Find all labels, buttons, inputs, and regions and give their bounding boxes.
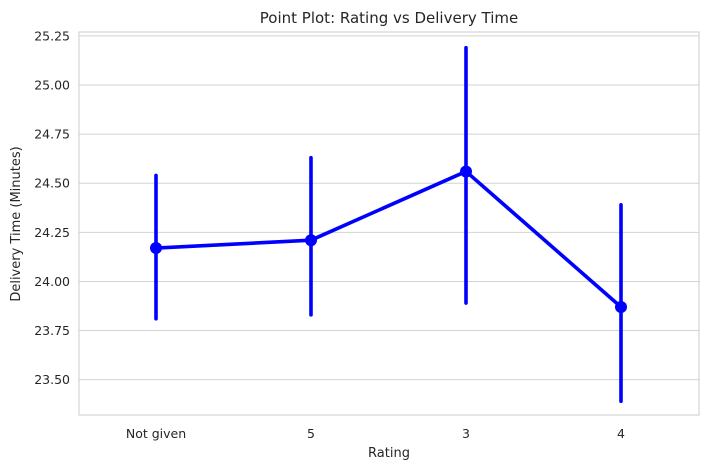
y-tick-label: 24.00 xyxy=(34,274,70,289)
x-axis-title: Rating xyxy=(368,446,410,461)
x-tick-label: 5 xyxy=(307,426,315,441)
data-points xyxy=(150,165,627,313)
y-tick-label: 24.75 xyxy=(34,127,70,142)
x-tick-label: 3 xyxy=(462,426,470,441)
x-tick-label: Not given xyxy=(126,426,186,441)
data-point xyxy=(460,165,472,178)
data-point xyxy=(305,234,317,247)
gridlines xyxy=(79,35,699,381)
x-axis-ticks: Not given 5 3 4 xyxy=(126,426,625,441)
chart-title: Point Plot: Rating vs Delivery Time xyxy=(260,9,518,27)
y-axis-title: Delivery Time (Minutes) xyxy=(9,146,24,301)
y-axis-ticks: 23.50 23.75 24.00 24.25 24.50 24.75 25.00 25.25 xyxy=(34,28,70,387)
error-bars xyxy=(154,45,623,404)
series-line xyxy=(154,169,623,309)
y-tick-label: 23.50 xyxy=(34,372,70,387)
series-line-layer xyxy=(154,169,623,309)
x-tick-label: 4 xyxy=(617,426,625,441)
y-tick-label: 23.75 xyxy=(34,323,70,338)
data-point xyxy=(615,300,627,313)
y-tick-label: 24.25 xyxy=(34,225,70,240)
y-tick-label: 25.00 xyxy=(34,78,70,93)
y-tick-label: 24.50 xyxy=(34,176,70,191)
plot-area-frame xyxy=(78,31,700,416)
y-tick-label: 25.25 xyxy=(34,28,70,43)
data-point xyxy=(150,242,162,255)
